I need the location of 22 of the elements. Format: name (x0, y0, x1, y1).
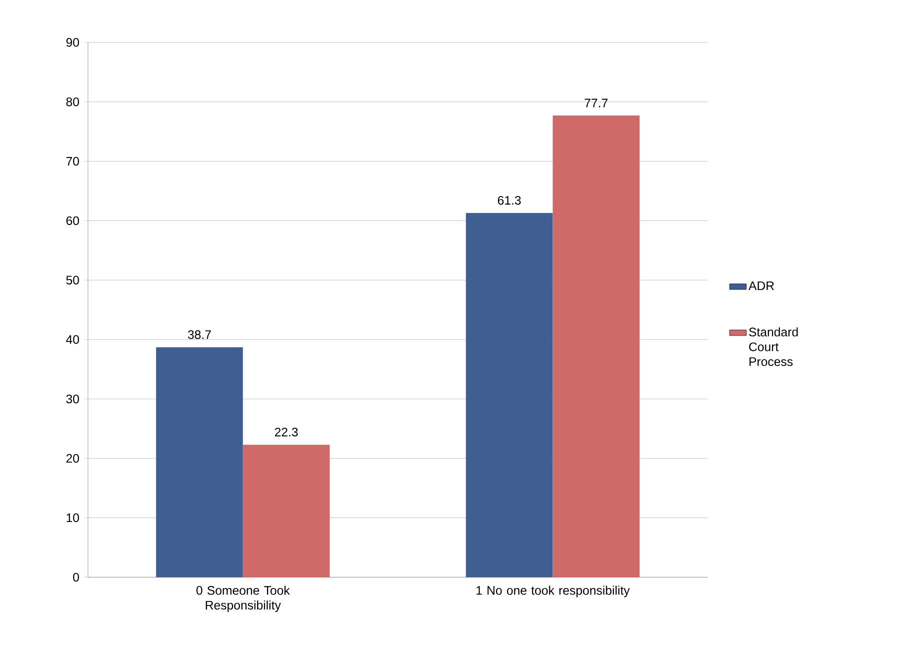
data-label: 77.7 (584, 98, 608, 108)
bar (552, 116, 640, 578)
bar (242, 444, 330, 578)
legend-label: Standard Court Process (749, 327, 798, 366)
bar (466, 212, 553, 578)
y-tick-label: 80 (66, 97, 80, 106)
y-tick-label: 10 (66, 513, 80, 522)
x-tick-label: 1 No one took responsibility (476, 586, 630, 598)
y-tick-label: 20 (66, 454, 80, 463)
y-tick-label: 70 (66, 156, 80, 166)
bar (156, 347, 243, 578)
data-label: 22.3 (274, 428, 298, 436)
data-label: 38.7 (188, 330, 211, 339)
y-tick-label: 60 (66, 216, 80, 226)
data-label: 61.3 (498, 196, 521, 205)
y-tick-label: 50 (66, 276, 80, 284)
legend-label: ADR (748, 282, 774, 290)
y-tick-label: 90 (66, 38, 80, 47)
y-tick-label: 40 (66, 335, 80, 344)
y-tick-label: 0 (73, 572, 80, 582)
x-tick-label: 0 Someone Took Responsibility (196, 586, 290, 612)
y-tick-label: 30 (66, 394, 80, 404)
